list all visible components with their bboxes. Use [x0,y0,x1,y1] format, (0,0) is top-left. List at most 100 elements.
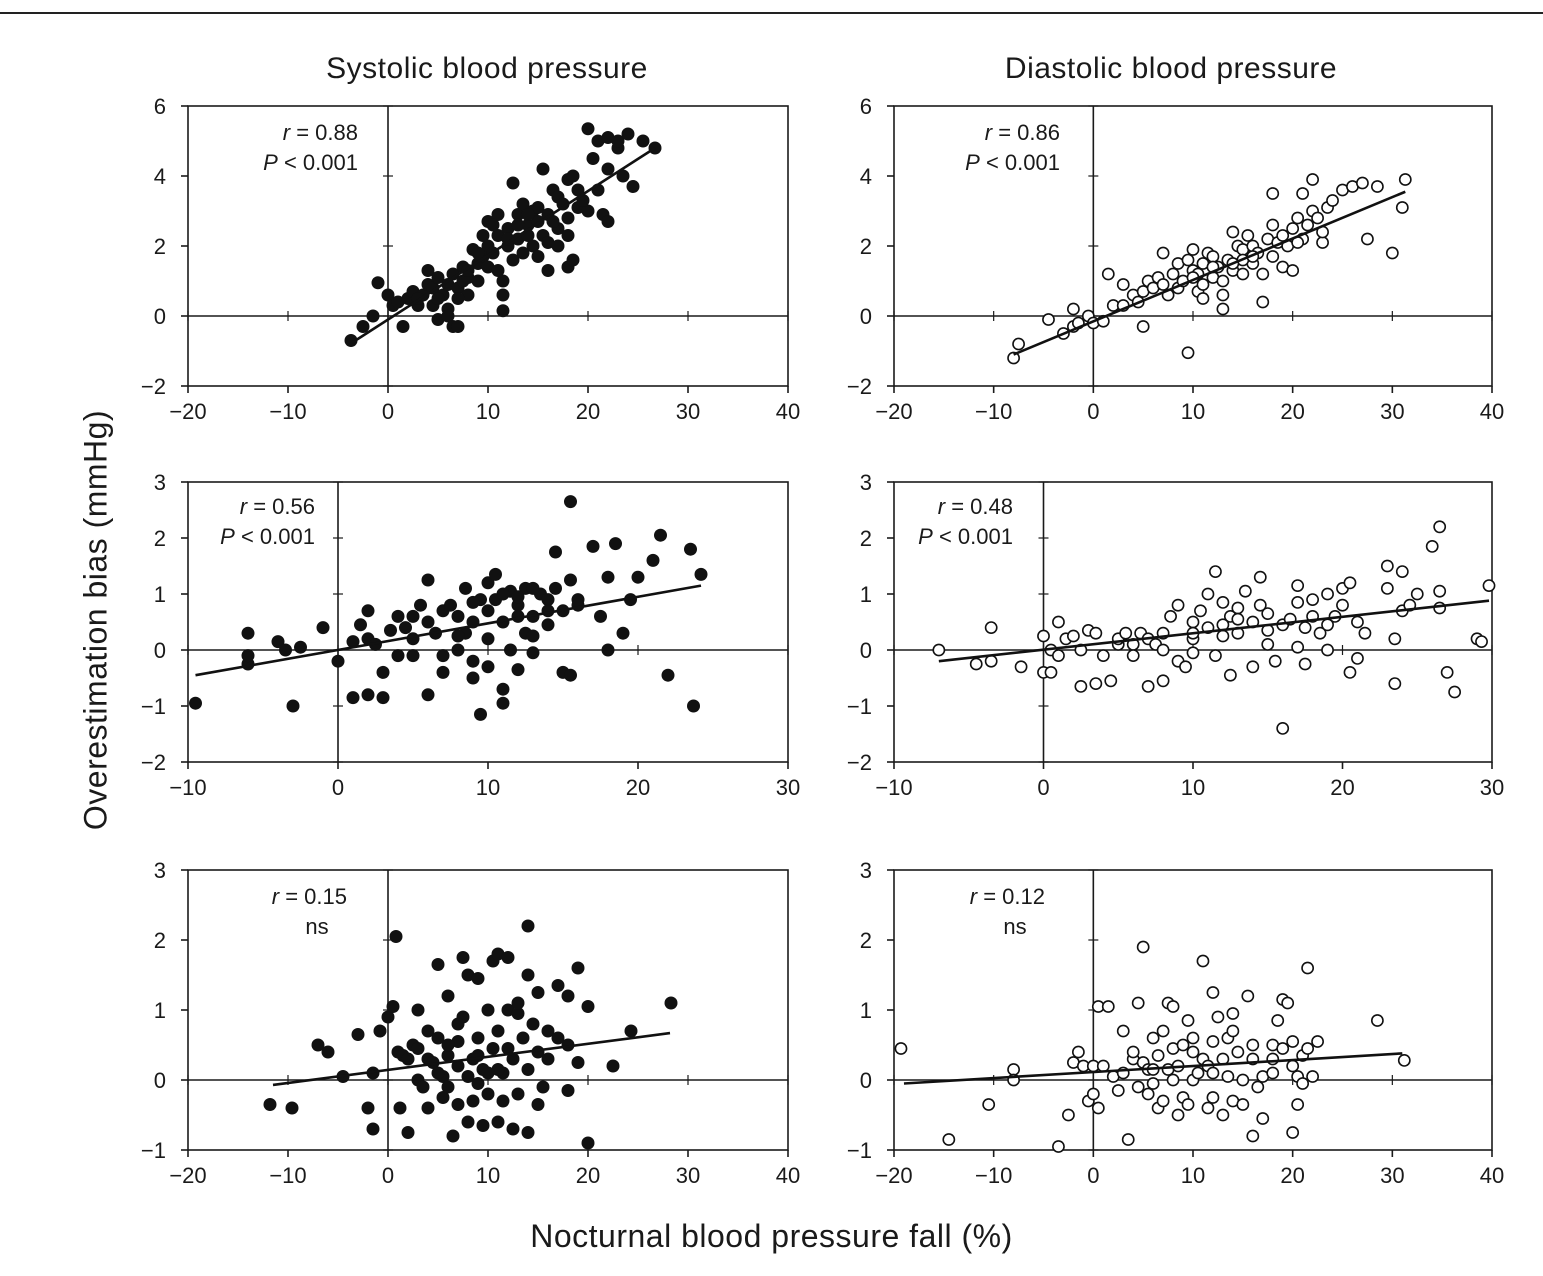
regression-line [349,146,656,346]
data-point [1246,660,1260,674]
data-point [506,1052,520,1066]
data-point [521,208,535,221]
data-point [1276,229,1290,242]
data-point [466,595,480,609]
x-tick-label: 10 [476,775,500,800]
data-point [1286,222,1300,235]
data-point [1397,1054,1411,1067]
y-tick-label: −2 [847,750,872,775]
data-point [431,958,445,971]
data-point [496,587,510,601]
data-point [636,134,650,148]
data-point [531,250,545,263]
data-point [361,1101,375,1115]
data-point [373,1024,387,1038]
data-point [1206,250,1220,263]
x-tick-label: −10 [169,775,206,800]
y-tick-label: 2 [154,234,166,259]
data-point [1343,666,1357,679]
data-point [606,1059,620,1073]
data-point [1395,201,1409,214]
data-point [421,264,435,277]
data-point [932,643,946,657]
data-point [969,657,983,671]
data-point [564,495,577,509]
data-point [1007,351,1020,365]
data-point [1231,1045,1245,1059]
data-point [1321,618,1334,632]
data-point [496,1094,510,1108]
data-point [551,979,565,992]
data-point [474,707,487,721]
x-tick-label: 0 [382,399,394,424]
data-point [1236,1073,1250,1087]
data-point [446,1129,460,1143]
data-point [541,264,555,277]
data-point [414,598,427,612]
data-point [381,288,395,302]
data-point [1209,649,1222,662]
top-rule [0,12,1543,14]
y-tick-label: −1 [141,1138,166,1163]
x-tick-label: 30 [776,775,800,800]
data-point [481,1003,495,1017]
data-point [451,292,465,305]
y-tick-label: −2 [141,750,166,775]
data-point [561,211,575,225]
data-point [294,640,307,654]
data-point [481,604,495,618]
data-point [1482,579,1496,592]
data-point [511,663,525,677]
data-point [1096,1059,1110,1073]
data-point [501,222,515,235]
data-point [1343,576,1357,590]
data-point [1156,674,1170,688]
y-tick-label: 0 [154,638,166,663]
data-point [416,1080,430,1094]
data-point [481,632,495,646]
data-point [401,1126,415,1139]
data-point [285,1101,299,1115]
data-point [441,1038,455,1052]
data-point [581,1136,595,1150]
data-point [476,229,490,242]
data-point [1067,302,1080,316]
data-point [1171,1108,1185,1122]
data-point [601,162,615,176]
data-point [1126,1045,1140,1059]
data-point [687,699,700,713]
data-point [391,609,405,623]
data-point [441,1049,455,1062]
data-point [431,292,445,305]
data-point [1296,187,1310,200]
data-point [1181,346,1195,360]
data-point [1306,173,1319,186]
data-point [1311,211,1324,225]
data-point [263,1098,277,1111]
x-tick-label: 10 [1181,775,1205,800]
data-point [189,696,202,710]
data-point [1007,1063,1020,1076]
y-tick-label: 1 [860,582,872,607]
y-tick-label: 3 [860,470,872,495]
data-point [496,682,510,696]
data-point [1067,629,1080,643]
data-point [1186,615,1200,629]
data-point [1216,629,1230,643]
y-tick-label: −1 [847,1138,872,1163]
y-tick-label: 0 [154,304,166,329]
data-point [1301,961,1315,975]
data-point [1211,1010,1225,1024]
data-point [241,649,255,663]
data-point [361,688,375,702]
data-point [1166,1073,1180,1087]
data-point [1286,1126,1300,1139]
data-point [436,649,450,663]
data-point [664,996,678,1010]
data-point [1071,1045,1085,1059]
data-point [1281,996,1295,1010]
data-point [351,1028,365,1041]
data-point [1246,1129,1260,1143]
data-point [1410,587,1424,601]
x-tick-label: 20 [626,775,650,800]
